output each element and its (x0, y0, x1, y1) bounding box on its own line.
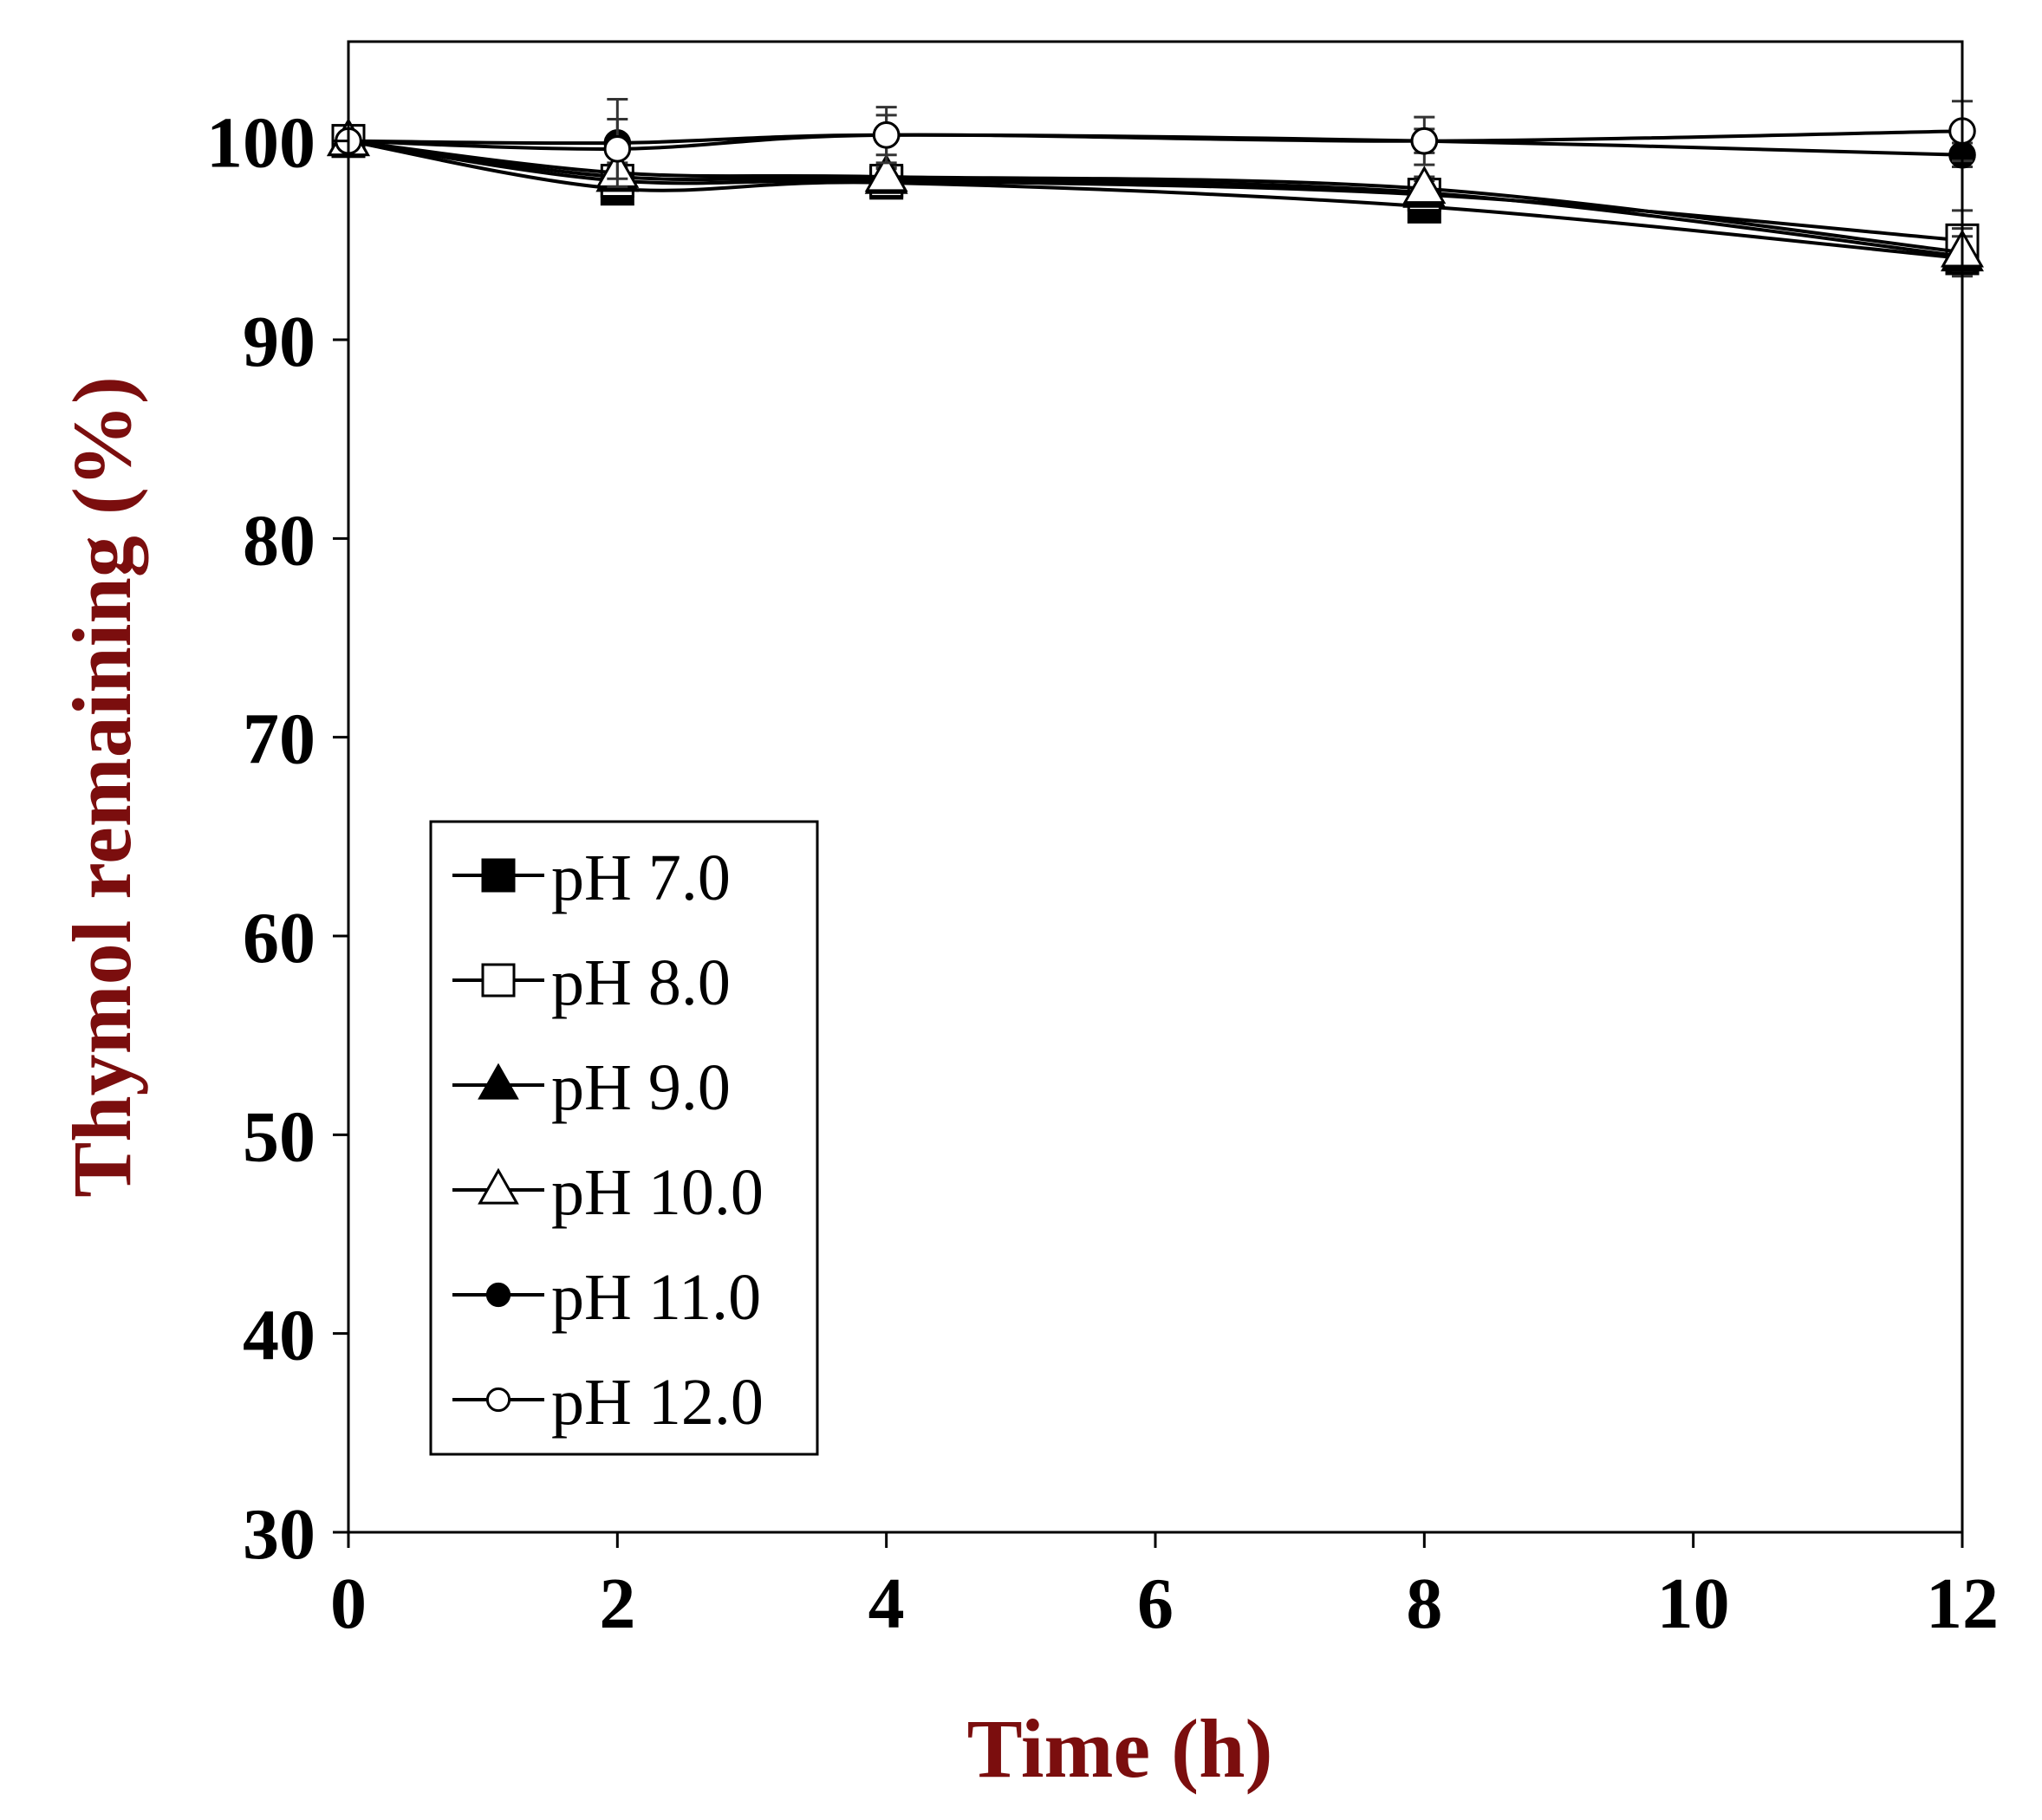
data-point (864, 153, 908, 192)
legend-marker (478, 1167, 519, 1205)
data-point (872, 121, 901, 149)
x-tick-label: 0 (330, 1563, 367, 1644)
x-tick-label: 12 (1926, 1563, 1999, 1644)
data-point (1410, 127, 1439, 155)
legend-item: pH 10.0 (452, 1156, 764, 1229)
y-tick-label: 50 (243, 1096, 315, 1177)
data-point (603, 135, 632, 163)
data-point (1402, 166, 1447, 205)
axes-layer: 0 2 4 6 8 10 12 30 40 50 60 70 80 90 100 (206, 103, 1999, 1644)
x-tick-label: 8 (1406, 1563, 1442, 1644)
legend-label: pH 9.0 (551, 1051, 731, 1124)
legend-item: pH 7.0 (452, 842, 731, 914)
y-tick-label: 30 (243, 1494, 315, 1575)
series-line (348, 139, 1963, 260)
legend-item: pH 9.0 (452, 1051, 731, 1124)
legend-marker (478, 1063, 519, 1100)
legend-marker (485, 1387, 511, 1413)
legend-label: pH 11.0 (551, 1261, 761, 1334)
legend-label: pH 7.0 (551, 842, 731, 914)
x-tick-label: 2 (599, 1563, 635, 1644)
legend-label: pH 8.0 (551, 946, 731, 1019)
y-tick-label: 60 (243, 898, 315, 978)
y-tick-label: 70 (243, 699, 315, 780)
legend-marker (481, 963, 516, 998)
y-tick-label: 40 (243, 1296, 315, 1376)
legend: pH 7.0 pH 8.0 pH 9.0 pH 10.0 pH 11.0 pH 12.0 (429, 820, 819, 1456)
legend-marker (481, 858, 516, 893)
x-tick-label: 4 (868, 1563, 905, 1644)
y-axis-title: Thymol remaining (%) (55, 376, 148, 1198)
y-tick-label: 100 (206, 103, 315, 184)
legend-box (429, 820, 819, 1456)
legend-item: pH 11.0 (452, 1261, 761, 1334)
series-ph-12-0 (335, 100, 1976, 180)
x-axis-title: Time (h) (967, 1702, 1273, 1795)
y-tick-label: 80 (243, 500, 315, 581)
legend-item: pH 12.0 (452, 1366, 764, 1439)
x-tick-label: 10 (1657, 1563, 1730, 1644)
y-tick-label: 90 (243, 302, 315, 382)
legend-label: pH 10.0 (551, 1156, 764, 1229)
legend-marker (485, 1282, 511, 1308)
legend-item: pH 8.0 (452, 946, 731, 1019)
series-line (348, 129, 1963, 151)
series-line (348, 139, 1963, 255)
x-tick-label: 6 (1137, 1563, 1174, 1644)
series-layer (327, 98, 1984, 278)
legend-label: pH 12.0 (551, 1366, 764, 1439)
series-line (348, 139, 1963, 258)
